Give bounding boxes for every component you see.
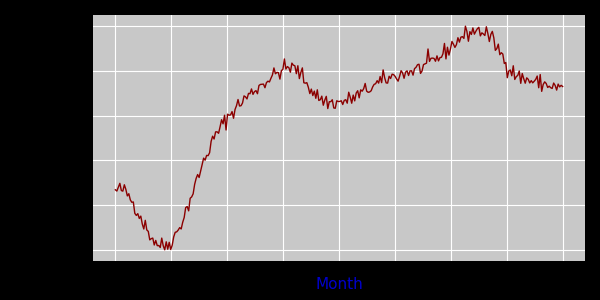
X-axis label: Month: Month bbox=[315, 277, 363, 292]
